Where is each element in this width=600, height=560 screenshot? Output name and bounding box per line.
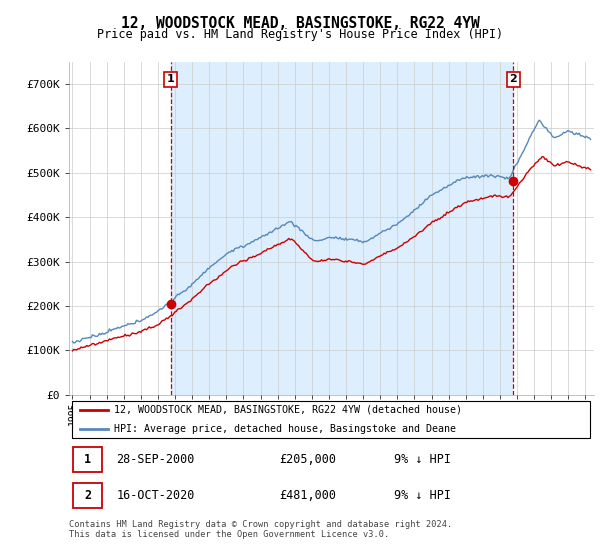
Text: 9% ↓ HPI: 9% ↓ HPI	[395, 489, 452, 502]
Text: 2: 2	[509, 74, 517, 85]
Text: 9% ↓ HPI: 9% ↓ HPI	[395, 453, 452, 466]
Text: 2: 2	[84, 489, 91, 502]
Text: Price paid vs. HM Land Registry's House Price Index (HPI): Price paid vs. HM Land Registry's House …	[97, 28, 503, 41]
FancyBboxPatch shape	[73, 447, 102, 472]
Text: 12, WOODSTOCK MEAD, BASINGSTOKE, RG22 4YW: 12, WOODSTOCK MEAD, BASINGSTOKE, RG22 4Y…	[121, 16, 479, 31]
Text: Contains HM Land Registry data © Crown copyright and database right 2024.
This d: Contains HM Land Registry data © Crown c…	[69, 520, 452, 539]
Text: 1: 1	[167, 74, 175, 85]
Bar	[171, 62, 514, 395]
Text: HPI: Average price, detached house, Basingstoke and Deane: HPI: Average price, detached house, Basi…	[113, 424, 455, 434]
Text: 28-SEP-2000: 28-SEP-2000	[116, 453, 194, 466]
Text: 16-OCT-2020: 16-OCT-2020	[116, 489, 194, 502]
Text: 1: 1	[84, 453, 91, 466]
FancyBboxPatch shape	[71, 401, 590, 438]
Text: £481,000: £481,000	[279, 489, 336, 502]
Text: £205,000: £205,000	[279, 453, 336, 466]
Text: 12, WOODSTOCK MEAD, BASINGSTOKE, RG22 4YW (detached house): 12, WOODSTOCK MEAD, BASINGSTOKE, RG22 4Y…	[113, 405, 461, 415]
FancyBboxPatch shape	[73, 483, 102, 508]
